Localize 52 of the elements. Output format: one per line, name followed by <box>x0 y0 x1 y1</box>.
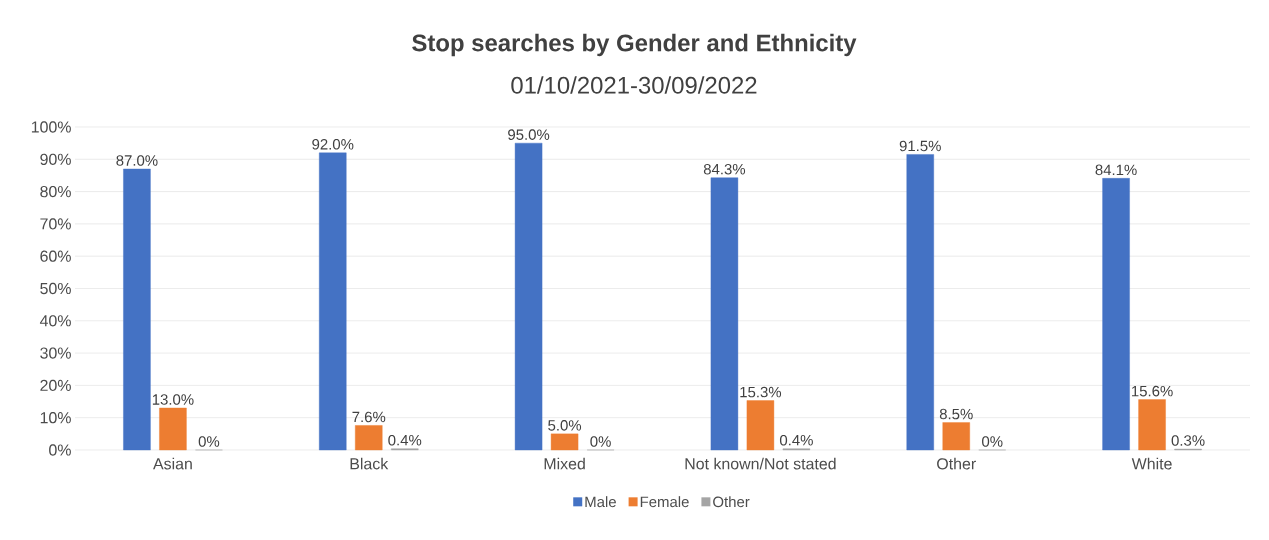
data-label: 7.6% <box>352 411 386 423</box>
data-label: 84.1% <box>1095 164 1137 176</box>
data-label: 92.0% <box>312 139 354 150</box>
bar <box>319 152 347 451</box>
y-tick-label: 70% <box>40 218 71 230</box>
bar <box>746 400 775 451</box>
chart-subtitle: 01/10/2021-30/09/2022 <box>511 76 757 94</box>
x-tick-label: Other <box>937 457 976 470</box>
bar <box>906 154 934 451</box>
x-tick-label: Mixed <box>544 457 585 470</box>
y-tick-label: 10% <box>40 412 71 424</box>
y-tick-label: 60% <box>40 250 71 262</box>
bar <box>550 433 579 451</box>
y-tick-label: 30% <box>40 347 71 359</box>
x-tick-label: White <box>1131 457 1172 470</box>
bar <box>355 425 383 451</box>
x-tick-label: Black <box>350 457 389 470</box>
legend-label: Male <box>585 496 616 508</box>
legend-label: Other <box>713 496 750 508</box>
data-label: 84.3% <box>703 163 746 175</box>
data-label: 95.0% <box>508 129 550 140</box>
y-tick-label: 100% <box>31 121 71 133</box>
data-label: 13.0% <box>152 394 194 405</box>
data-label: 5.0% <box>548 420 582 431</box>
data-label: 0.4% <box>388 434 422 446</box>
chart-title: Stop searches by Gender and Ethnicity <box>412 33 857 57</box>
bar <box>1138 399 1166 451</box>
y-tick-label: 0% <box>49 444 71 456</box>
data-label: 91.5% <box>899 140 941 152</box>
data-label: 0.4% <box>779 434 813 446</box>
y-tick-label: 50% <box>40 282 71 295</box>
data-label: 0% <box>590 436 611 447</box>
y-tick-label: 40% <box>39 315 71 327</box>
bar <box>710 177 739 451</box>
data-label: 0% <box>198 436 220 447</box>
bar <box>123 168 151 451</box>
legend-label: Female <box>640 496 689 508</box>
data-label: 0.3% <box>1171 435 1205 446</box>
x-tick-label: Not known/Not stated <box>685 457 836 470</box>
bar <box>1102 178 1130 451</box>
bar <box>942 422 970 451</box>
y-tick-label: 20% <box>40 379 71 392</box>
data-label: 87.0% <box>116 155 158 166</box>
bar <box>159 407 187 451</box>
data-label: 0% <box>982 436 1003 447</box>
data-label: 15.6% <box>1132 385 1173 397</box>
x-tick-label: Asian <box>153 457 192 470</box>
data-label: 8.5% <box>939 408 973 420</box>
data-label: 15.3% <box>740 386 782 398</box>
y-tick-label: 80% <box>40 185 71 198</box>
y-tick-label: 90% <box>40 153 71 165</box>
bar <box>514 142 543 451</box>
